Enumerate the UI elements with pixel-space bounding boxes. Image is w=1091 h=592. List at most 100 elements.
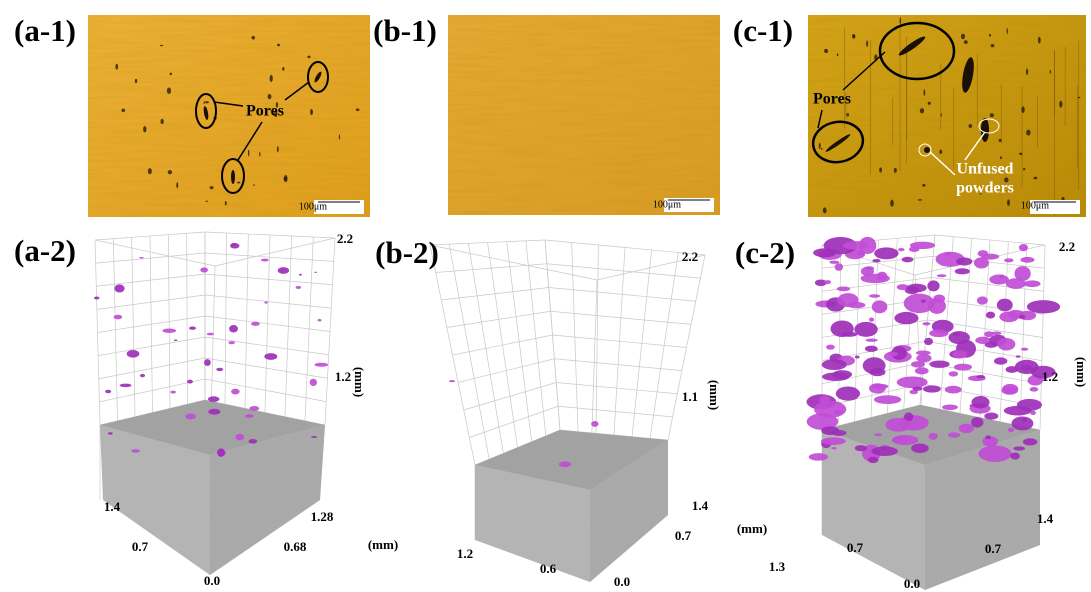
axis-label: 1.1 [682,389,698,404]
wireframe [632,250,652,437]
pore-blob [1019,315,1026,319]
pore [939,150,942,154]
pore-blob [955,268,970,274]
pore-blob [894,312,918,324]
pore-blob [228,341,235,344]
pore-blob [956,257,972,265]
pore-blob [264,301,268,303]
pore-blob [885,418,910,432]
pore-blob [826,345,835,350]
pore-blob [928,433,937,440]
pore-blob [310,379,317,386]
pore-blob [127,350,140,358]
pore [940,113,941,116]
pore [252,36,255,40]
pore [1078,97,1081,99]
pore [168,170,172,174]
pore-blob [162,328,176,333]
pore-blob [871,446,898,456]
pore-blob [821,426,839,435]
pore-blob [998,338,1016,351]
pore [284,175,288,182]
pore-blob [1021,418,1027,422]
pore [339,135,340,140]
axis-label: 0.7 [675,528,692,543]
pore-blob [869,294,880,297]
pore-blob [1013,446,1025,450]
pore-blob [1027,300,1060,313]
pore [205,201,208,202]
pore-blob [1024,280,1041,287]
pore [1007,199,1010,206]
pore-blob [843,241,869,249]
pore-blob [948,432,960,437]
axis-label: 1.3 [769,559,786,574]
pore-blob [245,414,254,418]
axis-label: 1.2 [1042,369,1058,384]
pore-blob [231,389,240,395]
micrograph [808,15,1086,217]
panel-label: (b-1) [373,13,437,48]
large-pore [231,170,235,184]
micrograph [448,15,720,215]
wireframe [507,242,532,442]
pore-blob [831,320,854,337]
pore-blob [868,457,879,463]
pore-blob [971,396,989,409]
pore [1021,106,1024,113]
axis-label: 0.0 [204,573,220,588]
pore [161,119,164,124]
pore [143,126,146,132]
pore-blob [985,342,998,348]
micrograph-grain [88,15,370,217]
pore-blob [1030,387,1039,392]
pore-blob [912,387,922,391]
pore [253,184,255,185]
pore-blob [140,374,145,377]
axis-label: 0.7 [847,540,864,555]
pore-blob [170,391,175,394]
pore-blob [809,453,829,460]
pore-blob [174,339,178,341]
pore-blob [264,353,277,360]
pore [1050,70,1051,74]
pore-blob [299,274,302,276]
pore-blob [185,413,196,419]
pore-blob [984,413,998,420]
pore-blob [187,380,193,384]
pore-blob [822,359,847,370]
pore [277,146,279,152]
pore-blob [945,252,951,255]
pore-blob [865,346,878,352]
pore [176,182,178,188]
pore-blob [248,439,257,444]
pore [991,44,995,47]
axis-label: (mm) [707,380,722,410]
axis-label: 2.2 [1059,239,1075,254]
pore-blob [139,257,143,259]
ct-render [94,232,335,575]
pore-blob [929,360,949,367]
pore-blob [449,380,455,382]
pore-blob [927,280,939,291]
pore [990,113,994,117]
axis-label: 1.2 [335,369,351,384]
pore-blob [847,302,865,308]
pore-blob [1014,266,1030,281]
pore-blob [874,433,882,436]
pore-blob [1021,348,1028,351]
pore-blob [296,286,302,289]
pore-blob [978,445,1011,461]
pore [999,139,1002,142]
axis-label: 1.4 [104,499,121,514]
pore [1026,130,1030,136]
axis-label: (mm) [368,537,398,552]
pore-blob [953,332,960,336]
pore-blob [915,367,929,374]
axis-label: (mm) [737,521,767,536]
pore-blob [217,448,225,456]
pore-blob [869,383,886,393]
pore [1007,28,1008,34]
pore-blob [204,359,211,366]
pore-blob [937,274,947,277]
